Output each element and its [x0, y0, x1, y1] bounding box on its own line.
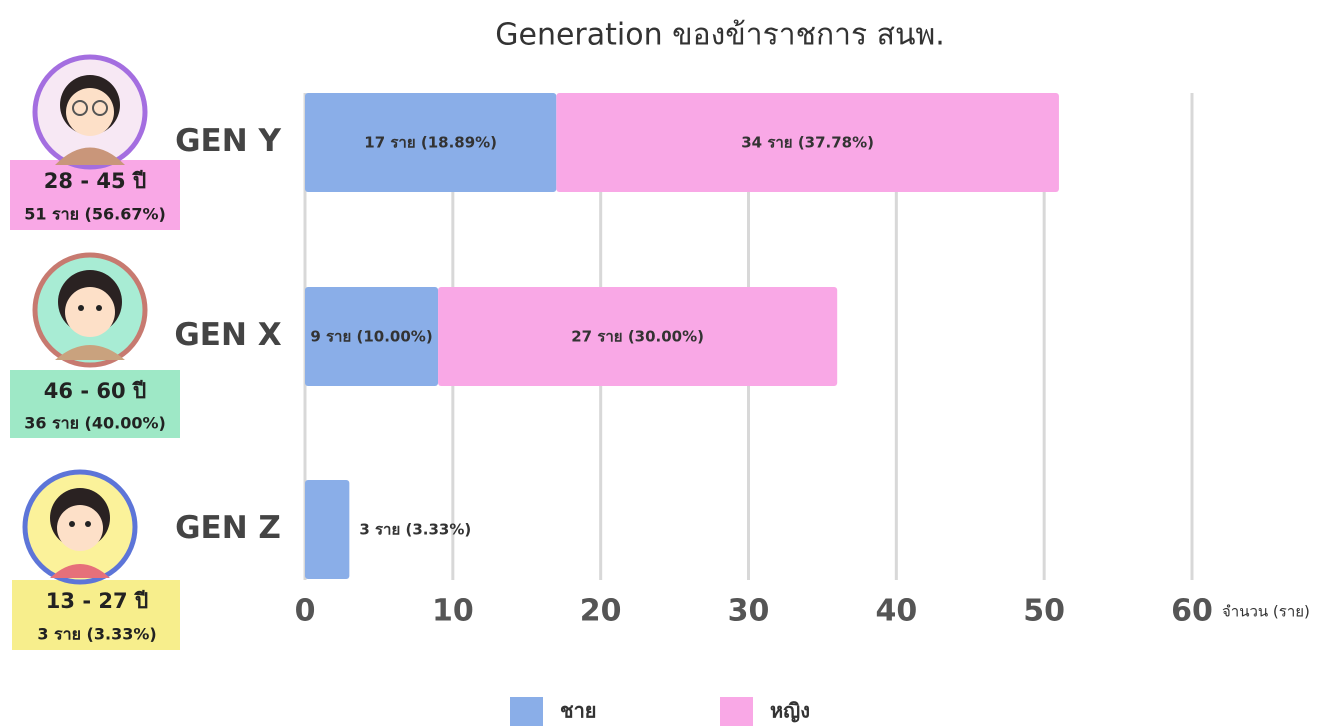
category-label: GEN Z: [175, 510, 281, 546]
age-total: 51 ราย (56.67%): [24, 205, 166, 224]
x-axis-label: จำนวน (ราย): [1222, 603, 1310, 621]
chart-title: Generation ของข้าราชการ สนพ.: [495, 18, 945, 53]
legend-label: หญิง: [770, 699, 810, 723]
legend-label: ชาย: [560, 699, 597, 723]
bar-segment: [305, 480, 350, 579]
age-box: [10, 370, 180, 438]
bar-segment: [305, 287, 439, 386]
data-label: 9 ราย (10.00%): [310, 328, 432, 346]
age-range: 28 - 45 ปี: [44, 169, 146, 193]
avatar: [32, 252, 148, 368]
data-label: 17 ราย (18.89%): [364, 134, 497, 152]
age-range: 46 - 60 ปี: [44, 379, 146, 403]
data-label: 34 ราย (37.78%): [741, 134, 874, 152]
x-tick-label: 10: [432, 594, 474, 629]
age-box: [10, 160, 180, 230]
age-total: 3 ราย (3.33%): [37, 625, 156, 644]
x-tick-label: 40: [875, 594, 917, 629]
avatar: [22, 469, 138, 585]
avatar: [32, 54, 148, 170]
bar-segment: [438, 287, 838, 386]
category-label: GEN X: [174, 317, 281, 353]
legend-swatch: [720, 697, 753, 726]
x-tick-label: 0: [295, 594, 316, 629]
age-box: [12, 580, 180, 650]
data-label: 3 ราย (3.33%): [359, 521, 471, 539]
category-label: GEN Y: [175, 123, 281, 159]
x-tick-label: 30: [728, 594, 770, 629]
age-total: 36 ราย (40.00%): [24, 414, 166, 433]
bar-segment: [556, 93, 1059, 192]
x-tick-label: 60: [1171, 594, 1213, 629]
legend-swatch: [510, 697, 543, 726]
x-tick-label: 20: [580, 594, 622, 629]
age-range: 13 - 27 ปี: [46, 589, 148, 613]
bar-segment: [305, 93, 557, 192]
data-label: 27 ราย (30.00%): [571, 328, 704, 346]
x-tick-label: 50: [1023, 594, 1065, 629]
